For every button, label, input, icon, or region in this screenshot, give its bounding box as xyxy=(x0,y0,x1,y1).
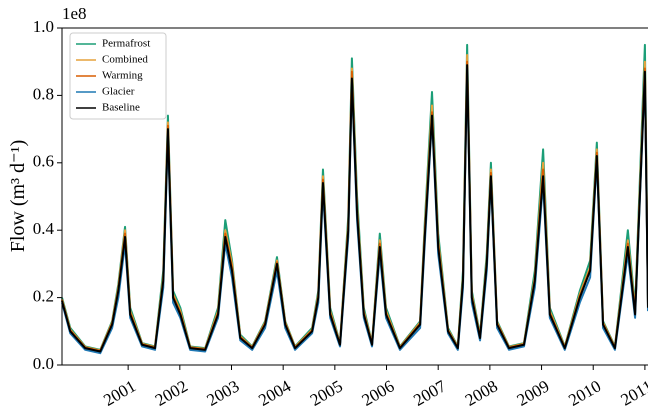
x-tick-label: 2002 xyxy=(152,376,191,409)
y-tick-label: 0.2 xyxy=(33,287,54,306)
legend-label: Glacier xyxy=(102,86,135,98)
x-tick-label: 2003 xyxy=(204,376,243,409)
legend-label: Warming xyxy=(102,70,143,82)
x-tick-label: 2001 xyxy=(100,376,139,409)
x-tick-label: 2008 xyxy=(462,376,501,409)
legend-box xyxy=(69,32,167,120)
y-tick-label: 0.0 xyxy=(33,354,54,373)
y-tick-label: 0.8 xyxy=(33,84,54,103)
y-axis-label: Flow (m³ d⁻¹) xyxy=(7,140,29,253)
y-tick-label: 0.6 xyxy=(33,152,54,171)
x-tick-label: 2009 xyxy=(514,376,553,409)
x-tick-label: 2007 xyxy=(410,376,449,410)
y-tick-label: 1.0 xyxy=(33,17,54,36)
series-line xyxy=(61,64,648,353)
x-tick-label: 2011 xyxy=(617,376,648,409)
legend-label: Baseline xyxy=(102,102,140,114)
legend-label: Combined xyxy=(102,54,148,66)
x-tick-label: 2004 xyxy=(255,376,294,410)
y-tick-label: 0.4 xyxy=(33,219,55,238)
legend: Permafrost Combined Warming Glacier Baseline xyxy=(69,32,167,120)
x-tick-label: 2006 xyxy=(359,376,398,409)
x-tick-label: 2010 xyxy=(565,376,604,409)
x-tick-label: 2005 xyxy=(307,376,346,409)
y-offset-label: 1e8 xyxy=(62,4,87,23)
legend-label: Permafrost xyxy=(102,38,150,50)
